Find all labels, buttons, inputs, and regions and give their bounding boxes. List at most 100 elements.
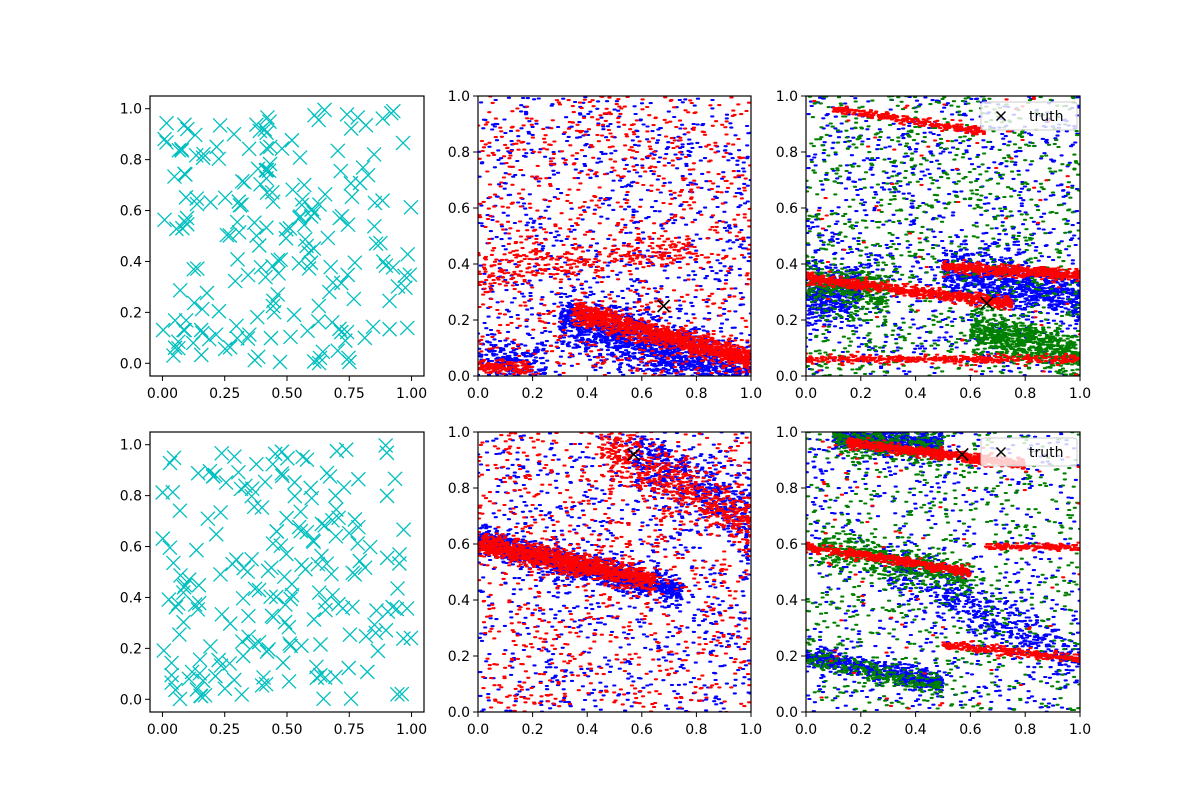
- x-marker: [164, 655, 180, 671]
- x-marker: [235, 590, 251, 606]
- series-red: [478, 96, 751, 376]
- x-marker: [306, 354, 322, 369]
- data-points: [155, 102, 419, 371]
- x-marker: [192, 652, 208, 668]
- x-marker: [378, 438, 394, 453]
- x-marker: [332, 210, 348, 226]
- x-marker: [403, 630, 419, 646]
- y-tick-label: 0.0: [776, 705, 798, 721]
- x-marker: [311, 355, 327, 371]
- x-marker: [256, 669, 271, 685]
- x-marker: [375, 254, 391, 270]
- x-marker: [317, 517, 333, 533]
- x-marker: [207, 467, 223, 483]
- x-marker: [258, 162, 274, 178]
- x-marker: [274, 468, 290, 484]
- subplot-p02: 0.0 0.2 0.4 0.6 0.8 1.0 0.0 0.2 0.4 0.6 0.8 1.0 trut…: [776, 89, 1091, 402]
- x-marker: [213, 504, 229, 520]
- x-marker: [175, 585, 191, 601]
- x-marker: [375, 193, 390, 209]
- x-marker: [257, 121, 273, 137]
- x-marker: [171, 142, 187, 158]
- y-tick-label: 0.8: [120, 153, 142, 169]
- x-marker: [177, 322, 193, 338]
- x-marker: [366, 218, 382, 234]
- x-marker: [246, 499, 262, 515]
- y-tick-label: 0.0: [120, 356, 142, 372]
- series-red: [478, 432, 751, 712]
- x-tick-label: 0.4: [576, 722, 598, 738]
- x-marker: [390, 580, 405, 596]
- x-marker: [343, 691, 359, 707]
- x-marker: [314, 548, 329, 564]
- x-tick-label: 0.2: [521, 386, 543, 402]
- x-marker: [233, 481, 249, 497]
- x-tick-label: 1.0: [740, 386, 762, 402]
- x-marker: [214, 445, 230, 461]
- x-marker: [263, 589, 279, 605]
- x-marker: [320, 230, 336, 246]
- x-marker: [264, 184, 280, 200]
- x-marker: [207, 668, 223, 684]
- x-marker: [273, 252, 289, 268]
- x-marker: [284, 587, 300, 603]
- x-tick-label: 1.00: [396, 386, 427, 402]
- x-marker: [231, 224, 247, 240]
- y-tick-label: 0.8: [776, 481, 798, 497]
- x-marker: [305, 533, 321, 548]
- truth-marker: [627, 447, 641, 461]
- x-marker: [264, 608, 280, 624]
- x-marker: [270, 252, 286, 268]
- y-tick-label: 0.8: [448, 481, 470, 497]
- x-tick-label: 0.25: [209, 386, 240, 402]
- x-marker: [311, 298, 327, 314]
- x-marker: [330, 143, 346, 159]
- x-marker: [339, 324, 355, 340]
- x-marker: [194, 301, 210, 317]
- x-marker: [317, 186, 333, 202]
- y-tick-label: 0.0: [776, 369, 798, 385]
- x-marker: [265, 298, 281, 314]
- x-marker: [189, 682, 205, 697]
- x-marker: [184, 664, 200, 680]
- x-marker: [246, 215, 262, 231]
- x-marker: [335, 600, 351, 616]
- x-marker: [240, 267, 256, 283]
- x-marker: [317, 102, 333, 118]
- x-marker: [328, 488, 343, 504]
- x-marker: [294, 557, 309, 573]
- x-marker: [382, 293, 398, 309]
- x-marker: [338, 442, 354, 458]
- x-marker: [313, 637, 328, 652]
- x-marker: [370, 643, 386, 659]
- x-marker: [173, 567, 188, 583]
- x-marker: [291, 519, 307, 535]
- x-marker: [161, 592, 177, 607]
- x-marker: [200, 511, 216, 527]
- x-marker: [321, 284, 337, 300]
- x-marker: [261, 163, 277, 179]
- x-marker: [189, 196, 205, 212]
- x-marker: [275, 655, 291, 671]
- x-marker: [273, 538, 289, 554]
- x-marker: [293, 504, 309, 520]
- x-marker: [333, 163, 349, 179]
- x-marker: [195, 673, 211, 689]
- x-marker: [172, 691, 188, 707]
- y-tick-label: 0.6: [120, 540, 142, 556]
- x-marker: [292, 150, 308, 166]
- x-marker: [287, 474, 303, 490]
- x-marker: [303, 209, 319, 224]
- y-tick-label: 0.4: [448, 593, 470, 609]
- series-red: [806, 96, 1080, 376]
- x-marker: [347, 566, 363, 582]
- x-marker: [292, 210, 307, 226]
- x-marker: [241, 629, 257, 645]
- x-marker: [323, 566, 339, 582]
- x-marker: [352, 175, 368, 191]
- y-tick-label: 1.0: [120, 102, 142, 118]
- x-tick-label: 0.2: [521, 722, 543, 738]
- y-tick-label: 0.8: [120, 489, 142, 505]
- y-tick-label: 1.0: [448, 89, 470, 105]
- x-tick-label: 0.8: [1014, 722, 1036, 738]
